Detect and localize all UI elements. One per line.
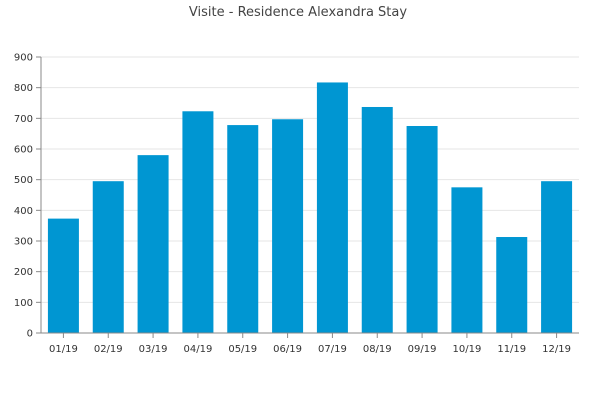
y-tick-label: 200	[14, 267, 33, 278]
bar-02-19	[92, 181, 124, 333]
y-tick-label: 500	[14, 175, 33, 186]
bars	[47, 82, 573, 334]
x-tick-label: 08/19	[363, 344, 392, 355]
y-tick-label: 400	[14, 206, 33, 217]
bar-12-19	[541, 181, 573, 333]
gridlines	[41, 56, 579, 303]
x-tick-label: 02/19	[94, 344, 123, 355]
bar-01-19	[47, 218, 79, 333]
y-tick-label: 300	[14, 237, 33, 248]
x-tick-label: 06/19	[273, 344, 302, 355]
bar-05-19	[227, 125, 259, 333]
y-tick-label: 600	[14, 145, 33, 156]
x-tick-label: 10/19	[453, 344, 482, 355]
x-tick-label: 01/19	[49, 344, 78, 355]
y-tick-label: 700	[14, 114, 33, 125]
y-tick-label: 900	[14, 53, 33, 64]
y-tick-labels: 0 100 200 300 400 500 600 700 800 900	[14, 53, 33, 340]
bar-06-19	[272, 119, 304, 334]
x-tick-labels: 01/19 02/19 03/19 04/19 05/19 06/19 07/19 08/19…	[49, 344, 571, 355]
x-tick-label: 03/19	[139, 344, 168, 355]
bar-04-19	[182, 111, 214, 333]
bar-07-19	[316, 82, 348, 333]
bar-09-19	[406, 126, 438, 333]
y-tick-label: 800	[14, 83, 33, 94]
bar-10-19	[451, 187, 483, 333]
x-tick-label: 11/19	[497, 344, 526, 355]
x-tick-label: 09/19	[408, 344, 437, 355]
x-tick-label: 05/19	[228, 344, 257, 355]
bar-08-19	[361, 106, 393, 333]
bar-11-19	[496, 237, 528, 333]
bar-03-19	[137, 155, 169, 333]
x-tick-label: 07/19	[318, 344, 347, 355]
y-tick-label: 100	[14, 298, 33, 309]
y-tick-label: 0	[27, 329, 33, 340]
chart-title: Visite - Residence Alexandra Stay	[189, 5, 407, 20]
x-tick-label: 12/19	[542, 344, 571, 355]
x-tick-label: 04/19	[184, 344, 213, 355]
axes	[36, 56, 579, 338]
